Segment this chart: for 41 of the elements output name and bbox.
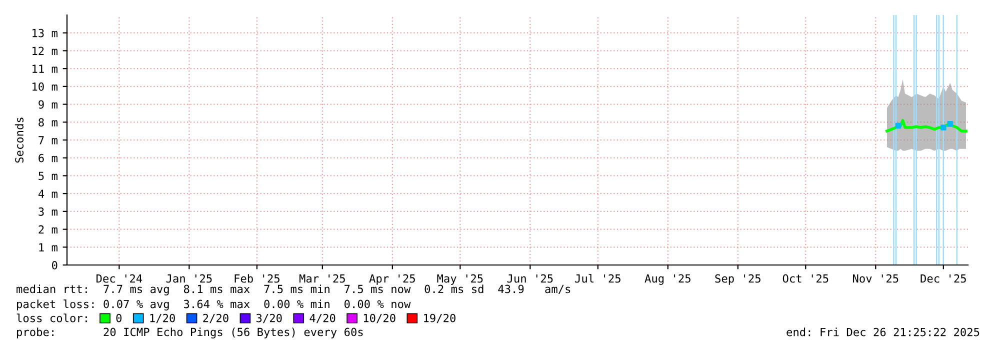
- x-tick-label: Apr '25: [369, 274, 415, 285]
- x-tick-label: Feb '25: [234, 274, 280, 283]
- text: probe: 20 ICMP Echo Pings (56 Bytes) every 60s: [17, 328, 363, 338]
- text: packet loss: 0.07 % avg 3.64 % max 0.00 % min 0.00 % now: [17, 300, 411, 310]
- legend-label: 10/20: [364, 314, 396, 324]
- y-tick-label: 13 m: [32, 28, 58, 38]
- line-series: [886, 118, 968, 132]
- y-tick-label: 12 m: [32, 46, 58, 55]
- y-tick-label: 9 m: [38, 100, 58, 109]
- legend-label: 3/20: [256, 314, 282, 324]
- legend-label: 4/20: [310, 314, 336, 324]
- x-tick-label: Sep '25: [715, 274, 760, 285]
- y-tick-label: 2 m: [38, 225, 58, 234]
- y-tick-label: 7 m: [38, 136, 58, 144]
- legend-label: 2/20: [203, 314, 228, 324]
- y-tick-label: 1 m: [39, 243, 58, 252]
- y-axis-title: Seconds: [14, 118, 24, 163]
- x-tick-label: Jul '25: [575, 274, 620, 283]
- x-tick-label: Jan '25: [166, 274, 212, 283]
- x-tick-label: Oct '25: [782, 274, 828, 283]
- x-tick-label: Dec '25: [920, 274, 966, 283]
- y-tick-label: 8 m: [38, 118, 58, 127]
- text: median rtt: 7.7 ms avg 8.1 ms max 7.5 ms min 7.5 ms now 0.2 ms sd 43.9 am/s: [16, 284, 570, 296]
- legend-title: loss color:: [16, 314, 87, 322]
- y-tick-label: 10 m: [32, 82, 58, 91]
- x-tick-label: Mar '25: [299, 274, 345, 283]
- x-tick-label: Jun '25: [507, 274, 553, 283]
- y-tick-label: 5 m: [38, 172, 58, 180]
- y-tick-label: 0: [52, 261, 58, 270]
- legend-label: 1/20: [150, 314, 175, 324]
- y-tick-label: 6 m: [38, 154, 58, 162]
- legend-label: 19/20: [424, 314, 456, 324]
- y-tick-label: 4 m: [38, 190, 58, 198]
- x-tick-label: May '25: [437, 274, 483, 285]
- x-tick-label: Dec '24: [96, 274, 142, 283]
- legend-label: 0: [116, 314, 122, 322]
- y-tick-label: 3 m: [38, 207, 58, 216]
- text: end: Fri Dec 26 21:25:22 2025: [786, 328, 980, 336]
- y-tick-label: 11 m: [32, 64, 58, 73]
- x-tick-label: Nov '25: [853, 274, 898, 283]
- x-tick-label: Aug '25: [644, 274, 690, 285]
